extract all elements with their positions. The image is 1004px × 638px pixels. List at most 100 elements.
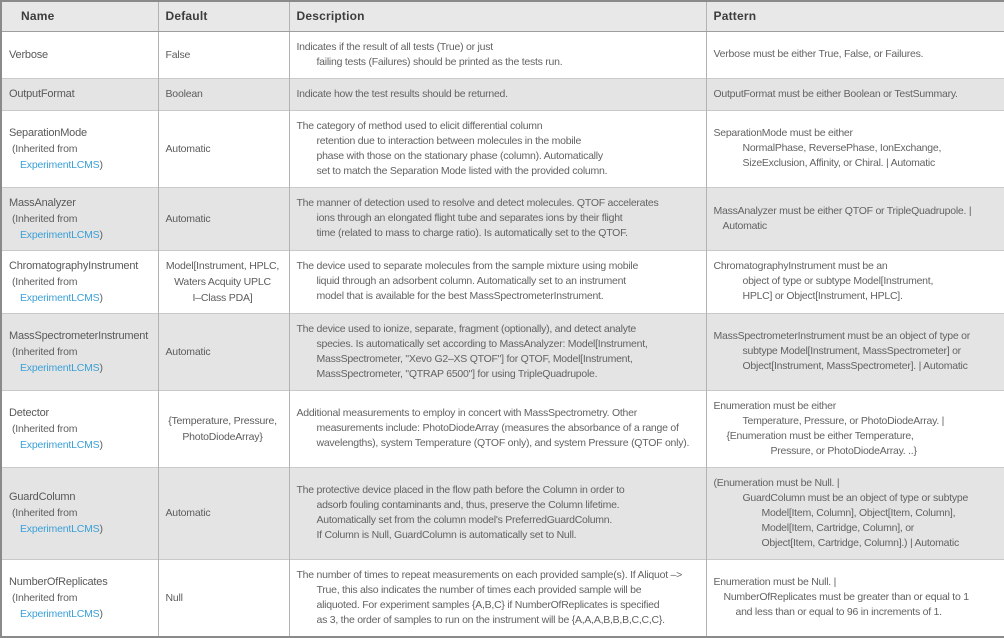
inherited-from-link-line: ExperimentLCMS): [20, 158, 103, 171]
pattern-line: HPLC] or Object[Instrument, HPLC].: [742, 290, 903, 302]
pattern-line: SizeExclusion, Affinity, or Chiral. | Au…: [742, 157, 936, 169]
table-row: Verbose False Indicates if the result of a…: [1, 31, 1004, 78]
inherited-from-link-line: ExperimentLCMS): [20, 361, 103, 374]
table-row: ChromatographyInstrument (Inherited from E…: [1, 250, 1004, 313]
param-name: MassAnalyzer: [9, 196, 76, 209]
pattern-line: Enumeration must be either: [713, 399, 837, 412]
pattern-line: Model[Item, Cartridge, Column], or: [761, 521, 915, 534]
description-line: measurements include: PhotoDiodeArray (m…: [316, 422, 679, 434]
param-description-cell: The device used to separate molecules fr…: [288, 250, 706, 313]
param-pattern-cell: (Enumeration must be Null. | GuardColumn …: [705, 467, 1004, 559]
inherited-from-label: (Inherited from: [12, 507, 78, 519]
pattern-line: Automatic: [722, 219, 768, 232]
param-description-cell: The category of method used to elicit di…: [288, 110, 706, 187]
column-header-default: Default: [157, 1, 289, 32]
table-row: NumberOfReplicates (Inherited from Experim…: [1, 559, 1004, 637]
description-line: species. Is automatically set according …: [316, 337, 648, 350]
column-header-description: Description: [288, 1, 706, 32]
experiment-lcms-link[interactable]: ExperimentLCMS: [20, 361, 100, 374]
pattern-line: Verbose must be either True, False, or F…: [713, 48, 924, 60]
description-line: ions through an elongated flight tube an…: [316, 212, 623, 224]
param-name-cell: Verbose: [1, 31, 158, 78]
description-line: MassSpectrometer, "QTRAP 6500"] for usin…: [316, 367, 598, 380]
experiment-lcms-link[interactable]: ExperimentLCMS: [20, 158, 100, 171]
description-line: as 3, the order of samples to run on the…: [316, 613, 666, 626]
param-description-cell: The protective device placed in the flow…: [288, 467, 706, 559]
default-line: Model[Instrument, HPLC,: [165, 259, 280, 272]
experiment-lcms-link[interactable]: ExperimentLCMS: [20, 291, 100, 304]
param-description-cell: The manner of detection used to resolve …: [288, 187, 706, 250]
default-line: Boolean: [165, 88, 203, 100]
description-line: adsorb fouling contaminants and, thus, p…: [316, 499, 620, 511]
param-name: SeparationMode: [9, 126, 87, 139]
pattern-line: subtype Model[Instrument, MassSpectromet…: [742, 345, 962, 357]
pattern-line: and less than or equal to 96 in incremen…: [735, 606, 943, 618]
pattern-line: {Enumeration must be either Temperature,: [726, 429, 914, 442]
param-default-cell: Automatic: [157, 313, 289, 390]
param-description-cell: Additional measurements to employ in con…: [288, 390, 706, 467]
param-name-cell: GuardColumn (Inherited from ExperimentLCMS…: [1, 467, 158, 559]
default-line: I–Class PDA]: [192, 291, 253, 304]
inherited-from-link-line: ExperimentLCMS): [20, 228, 103, 241]
inherited-from-label: (Inherited from: [12, 275, 78, 288]
inherited-from-link-line: ExperimentLCMS): [20, 438, 103, 451]
param-default-cell: Automatic: [157, 110, 289, 187]
default-line: Automatic: [165, 345, 211, 358]
column-header-pattern: Pattern: [705, 1, 1004, 32]
table-row: MassSpectrometerInstrument (Inherited fro…: [1, 313, 1004, 390]
inherited-from-link-line: ExperimentLCMS): [20, 523, 103, 535]
param-pattern-cell: MassAnalyzer must be either QTOF or Trip…: [705, 187, 1004, 250]
default-line: False: [165, 48, 191, 61]
param-description-cell: Indicates if the result of all tests (Tr…: [288, 31, 706, 78]
param-pattern-cell: Verbose must be either True, False, or F…: [705, 31, 1004, 78]
experiment-lcms-link[interactable]: ExperimentLCMS: [20, 607, 100, 620]
description-line: Indicate how the test results should be …: [296, 87, 509, 100]
param-default-cell: Model[Instrument, HPLC, Waters Acquity UP…: [157, 250, 289, 313]
description-line: Automatically set from the column model'…: [316, 514, 613, 526]
param-name: Detector: [9, 406, 49, 419]
param-default-cell: Null: [157, 559, 289, 637]
inherited-from-label: (Inherited from: [12, 345, 78, 358]
inherited-from-link-line: ExperimentLCMS): [20, 607, 103, 620]
description-line: set to match the Separation Mode listed …: [316, 164, 608, 177]
column-header-name: Name: [1, 1, 158, 32]
inherited-from-link-line: ExperimentLCMS): [20, 291, 103, 304]
description-line: If Column is Null, GuardColumn is automa…: [316, 529, 577, 541]
experiment-lcms-link[interactable]: ExperimentLCMS: [20, 228, 100, 241]
default-line: Waters Acquity UPLC: [174, 275, 271, 288]
default-line: {Temperature, Pressure,: [168, 414, 277, 427]
pattern-line: Temperature, Pressure, or PhotoDiodeArra…: [742, 414, 945, 427]
pattern-line: (Enumeration must be Null. |: [713, 476, 840, 489]
pattern-line: Object[Item, Cartridge, Column].) | Auto…: [761, 536, 960, 549]
description-line: The manner of detection used to resolve …: [296, 197, 659, 209]
table-row: MassAnalyzer (Inherited from ExperimentLCM…: [1, 187, 1004, 250]
param-name: MassSpectrometerInstrument: [9, 329, 149, 342]
pattern-line: ChromatographyInstrument must be an: [713, 260, 888, 272]
default-line: Automatic: [165, 507, 211, 519]
description-line: liquid through an adsorbent column. Auto…: [316, 275, 627, 287]
description-line: failing tests (Failures) should be print…: [316, 55, 563, 68]
default-line: Null: [165, 591, 183, 604]
param-name-cell: ChromatographyInstrument (Inherited from E…: [1, 250, 158, 313]
description-line: True, this also indicates the number of …: [316, 583, 642, 596]
description-line: The protective device placed in the flow…: [296, 484, 625, 496]
param-name: ChromatographyInstrument: [9, 259, 139, 272]
description-line: The device used to ionize, separate, fra…: [296, 322, 637, 335]
description-line: model that is available for the best Mas…: [316, 290, 604, 302]
description-line: The device used to separate molecules fr…: [296, 260, 639, 272]
param-name: GuardColumn: [9, 491, 76, 503]
pattern-line: OutputFormat must be either Boolean or T…: [713, 87, 958, 100]
pattern-line: Enumeration must be Null. |: [713, 576, 837, 588]
param-default-cell: False: [157, 31, 289, 78]
experiment-lcms-link[interactable]: ExperimentLCMS: [20, 438, 100, 451]
description-line: phase with those on the stationary phase…: [316, 149, 604, 162]
param-name: OutputFormat: [9, 88, 75, 100]
param-pattern-cell: ChromatographyInstrument must be an objec…: [705, 250, 1004, 313]
experiment-lcms-link[interactable]: ExperimentLCMS: [20, 523, 100, 535]
description-line: wavelengths), system Temperature (QTOF o…: [316, 437, 690, 449]
pattern-line: MassSpectrometerInstrument must be an ob…: [713, 330, 971, 342]
param-description-cell: The number of times to repeat measuremen…: [288, 559, 706, 637]
pattern-line: Model[Item, Column], Object[Item, Column…: [761, 506, 956, 519]
param-default-cell: Automatic: [157, 187, 289, 250]
